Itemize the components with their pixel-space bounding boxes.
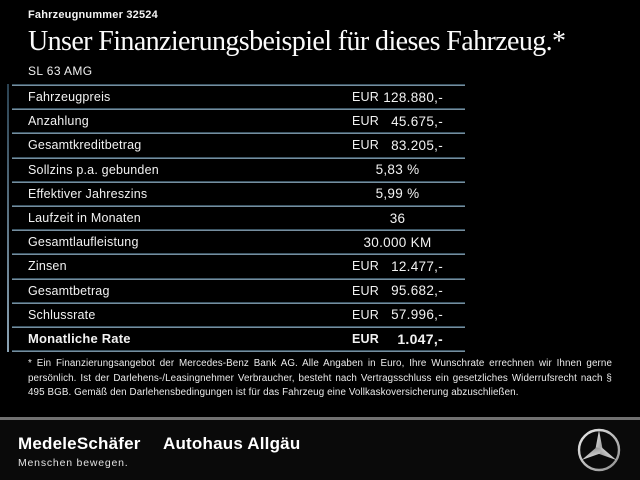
row-currency: EUR [352, 114, 379, 129]
table-row: Monatliche Rate EUR 1.047,- [7, 328, 465, 350]
table-left-rail [7, 84, 9, 353]
row-label: Effektiver Jahreszins [28, 186, 148, 201]
row-currency: EUR [352, 138, 379, 153]
row-separator [12, 229, 465, 232]
row-value: 5,83 % [375, 162, 420, 178]
page-title: Unser Finanzierungsbeispiel für dieses F… [28, 26, 566, 57]
row-value: 36 [389, 210, 406, 226]
row-value: 57.996,- [391, 307, 443, 323]
row-label: Gesamtbetrag [28, 283, 110, 298]
row-label: Gesamtlaufleistung [28, 235, 139, 250]
row-label: Gesamtkreditbetrag [28, 138, 142, 153]
dealer-logo-medele-schaefer: MedeleSchäfer [18, 434, 141, 453]
table-row: Zinsen EUR 12.477,- [7, 255, 465, 277]
vehicle-number: Fahrzeugnummer 32524 [28, 9, 158, 21]
legal-footnote: * Ein Finanzierungsangebot der Mercedes-… [28, 358, 612, 399]
row-value: 12.477,- [391, 258, 443, 274]
table-row: Schlussrate EUR 57.996,- [7, 304, 465, 326]
row-separator [12, 156, 465, 159]
row-separator [12, 350, 465, 353]
dealer-tagline: Menschen bewegen. [18, 457, 129, 469]
row-label: Sollzins p.a. gebunden [28, 162, 159, 177]
row-value: 95.682,- [391, 283, 443, 299]
table-row: Effektiver Jahreszins 5,99 % [7, 183, 465, 205]
row-separator [12, 204, 465, 207]
row-currency: EUR [352, 307, 379, 322]
table-row: Anzahlung EUR 45.675,- [7, 110, 465, 132]
table-row: Gesamtbetrag EUR 95.682,- [7, 280, 465, 302]
row-separator [12, 108, 465, 111]
row-currency: EUR [352, 90, 379, 105]
row-label: Schlussrate [28, 307, 96, 322]
row-separator [12, 180, 465, 183]
row-label: Anzahlung [28, 114, 89, 129]
row-separator [12, 325, 465, 328]
row-separator [12, 301, 465, 304]
row-value: 5,99 % [375, 186, 420, 202]
row-separator [12, 253, 465, 256]
row-currency: EUR [352, 259, 379, 274]
row-value: 128.880,- [383, 89, 443, 105]
row-value: 1.047,- [397, 330, 443, 347]
row-label: Fahrzeugpreis [28, 90, 111, 105]
table-rows: Fahrzeugpreis EUR 128.880,- Anzahlung EUR 45.… [7, 84, 465, 353]
mercedes-star-icon [577, 428, 621, 472]
footer: MedeleSchäfer Menschen bewegen. Autohaus… [0, 417, 640, 480]
row-currency: EUR [352, 331, 379, 346]
row-currency: EUR [352, 283, 379, 298]
row-label: Monatliche Rate [28, 331, 131, 347]
table-row: Gesamtlaufleistung 30.000 KM [7, 231, 465, 253]
row-value: 45.675,- [391, 113, 443, 129]
dealer-logo-autohaus-allgaeu: Autohaus Allgäu [163, 434, 301, 453]
table-row: Sollzins p.a. gebunden 5,83 % [7, 159, 465, 181]
row-label: Zinsen [28, 259, 67, 274]
header: Fahrzeugnummer 32524 Unser Finanzierungs… [28, 9, 620, 78]
dealer-logo-block: MedeleSchäfer Menschen bewegen. [18, 434, 141, 469]
row-value: 30.000 KM [363, 234, 432, 250]
table-row: Fahrzeugpreis EUR 128.880,- [7, 86, 465, 108]
row-separator [12, 277, 465, 280]
vehicle-model: SL 63 AMG [28, 64, 93, 78]
row-separator [12, 84, 465, 86]
row-separator [12, 132, 465, 135]
row-label: Laufzeit in Monaten [28, 211, 141, 226]
table-row: Laufzeit in Monaten 36 [7, 207, 465, 229]
table-row: Gesamtkreditbetrag EUR 83.205,- [7, 134, 465, 156]
financing-table: Fahrzeugpreis EUR 128.880,- Anzahlung EUR 45.… [7, 84, 465, 353]
row-value: 83.205,- [391, 137, 443, 153]
